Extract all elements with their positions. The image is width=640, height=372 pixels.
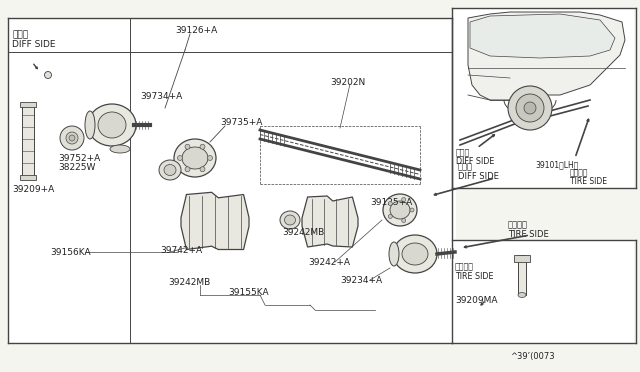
Bar <box>8 18 456 343</box>
Text: 39155KA: 39155KA <box>228 288 269 297</box>
Polygon shape <box>470 14 615 58</box>
Text: 39126+A: 39126+A <box>175 26 217 35</box>
Circle shape <box>185 167 190 172</box>
Bar <box>22 105 34 177</box>
Text: 39202N: 39202N <box>330 78 365 87</box>
Text: 39209+A: 39209+A <box>12 185 54 194</box>
Text: デフ側: デフ側 <box>12 30 28 39</box>
Polygon shape <box>181 192 249 250</box>
Polygon shape <box>302 196 358 247</box>
Text: TIRE SIDE: TIRE SIDE <box>508 230 548 239</box>
Circle shape <box>508 86 552 130</box>
Ellipse shape <box>518 292 526 298</box>
Bar <box>514 255 530 262</box>
Ellipse shape <box>88 104 136 146</box>
Bar <box>20 175 36 180</box>
Circle shape <box>66 132 78 144</box>
Text: タイヤ側: タイヤ側 <box>508 220 528 229</box>
Ellipse shape <box>389 242 399 266</box>
Ellipse shape <box>159 160 181 180</box>
Bar <box>20 102 36 107</box>
Circle shape <box>402 198 406 202</box>
Text: DIFF SIDE: DIFF SIDE <box>456 157 494 166</box>
Ellipse shape <box>390 201 410 219</box>
Text: 39101〈LH〉: 39101〈LH〉 <box>535 160 579 169</box>
Circle shape <box>60 126 84 150</box>
Text: DIFF SIDE: DIFF SIDE <box>12 40 56 49</box>
Text: 39125+A: 39125+A <box>370 198 412 207</box>
Text: 39242+A: 39242+A <box>308 258 350 267</box>
Text: 39156KA: 39156KA <box>50 248 91 257</box>
Ellipse shape <box>383 194 417 226</box>
Text: 39242MB: 39242MB <box>282 228 324 237</box>
Circle shape <box>69 135 75 141</box>
Circle shape <box>388 215 392 218</box>
Circle shape <box>200 167 205 172</box>
Ellipse shape <box>393 235 437 273</box>
Text: TIRE SIDE: TIRE SIDE <box>570 177 607 186</box>
Text: デフ側: デフ側 <box>456 148 470 157</box>
Circle shape <box>177 155 182 160</box>
Circle shape <box>200 144 205 149</box>
Circle shape <box>516 94 544 122</box>
Ellipse shape <box>182 147 208 169</box>
Text: ^39’(0073: ^39’(0073 <box>510 352 555 361</box>
Ellipse shape <box>98 112 126 138</box>
Ellipse shape <box>164 164 176 176</box>
Text: 39242MB: 39242MB <box>168 278 211 287</box>
Text: タイヤ側: タイヤ側 <box>570 168 589 177</box>
Polygon shape <box>468 12 625 100</box>
Ellipse shape <box>110 145 130 153</box>
Bar <box>452 8 634 188</box>
Circle shape <box>410 208 414 212</box>
Text: 39209MA: 39209MA <box>455 296 497 305</box>
Circle shape <box>524 102 536 114</box>
Text: TIRE SIDE: TIRE SIDE <box>455 272 493 281</box>
Text: 38225W: 38225W <box>58 163 95 172</box>
Circle shape <box>185 144 190 149</box>
Text: DIFF SIDE: DIFF SIDE <box>458 172 499 181</box>
Ellipse shape <box>285 215 296 225</box>
Bar <box>452 240 634 344</box>
Ellipse shape <box>402 243 428 265</box>
Circle shape <box>207 155 212 160</box>
Text: 39734+A: 39734+A <box>140 92 182 101</box>
Text: デフ側: デフ側 <box>458 162 473 171</box>
Circle shape <box>402 218 406 222</box>
Text: 39735+A: 39735+A <box>220 118 262 127</box>
Bar <box>518 255 526 295</box>
Ellipse shape <box>85 111 95 139</box>
Circle shape <box>45 71 51 78</box>
Ellipse shape <box>280 211 300 229</box>
Ellipse shape <box>174 139 216 177</box>
Text: 39752+A: 39752+A <box>58 154 100 163</box>
Text: タイヤ偄: タイヤ偄 <box>455 262 474 271</box>
Circle shape <box>388 202 392 206</box>
Text: 39234+A: 39234+A <box>340 276 382 285</box>
Text: 39742+A: 39742+A <box>160 246 202 255</box>
